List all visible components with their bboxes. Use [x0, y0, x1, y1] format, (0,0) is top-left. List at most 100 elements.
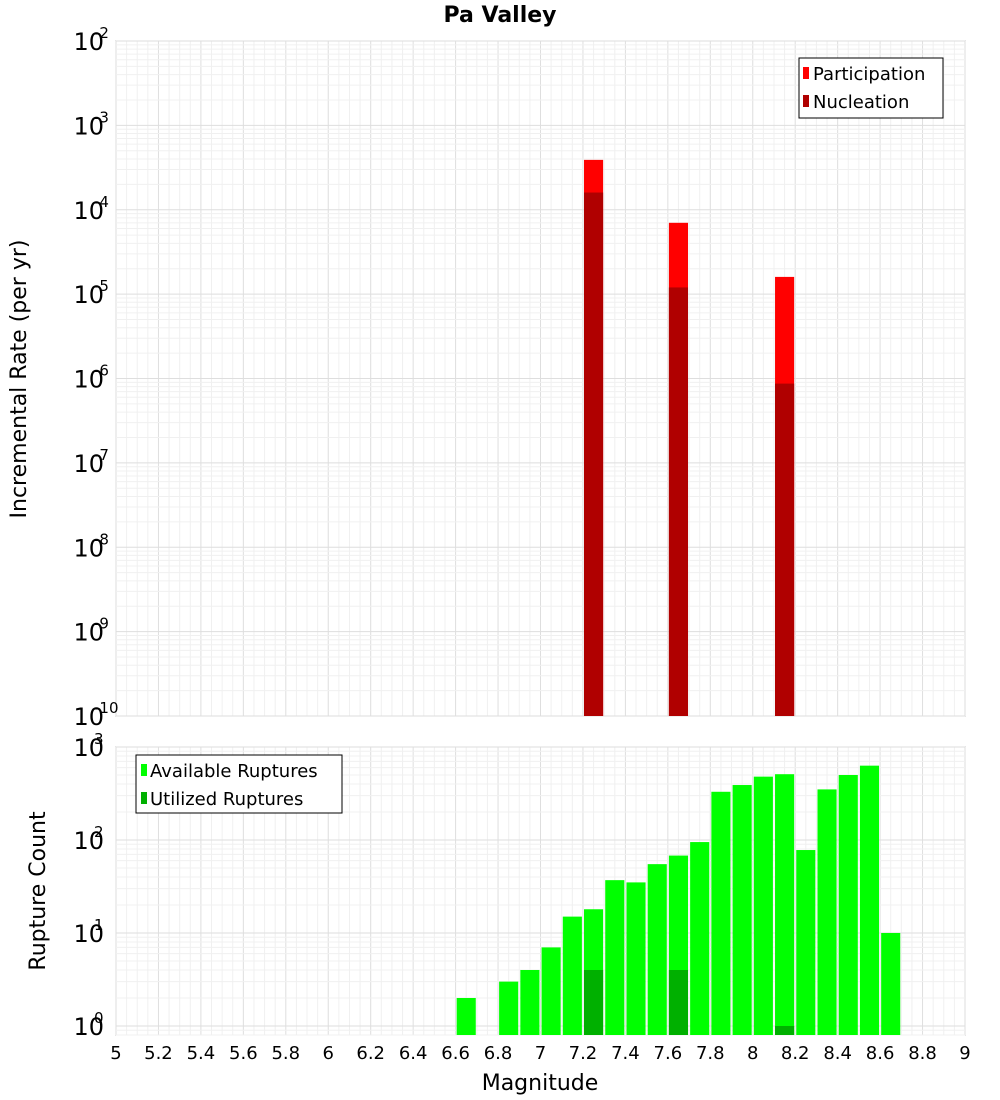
- count-bar-a: [456, 997, 476, 1035]
- top-y-axis-label: Incremental Rate (per yr): [7, 240, 32, 519]
- count-bar-a: [520, 969, 540, 1035]
- count-bar-a: [499, 981, 519, 1035]
- x-tick-label: 5.4: [187, 1043, 216, 1064]
- top-legend: Participation Nucleation: [798, 57, 944, 119]
- x-tick-label: 8: [747, 1043, 758, 1064]
- rate-y-tick: 10-5: [73, 277, 109, 309]
- bottom-y-axis-label: Rupture Count: [26, 811, 51, 971]
- rate-y-tick-exponent: -6: [94, 362, 109, 380]
- rate-y-tick: 10-6: [73, 362, 109, 394]
- top-bars: [584, 159, 795, 717]
- count-y-tick: 100: [73, 1009, 104, 1041]
- count-bar-a: [775, 774, 795, 1035]
- count-y-tick-base: 10: [73, 1013, 104, 1041]
- count-bar-a: [626, 882, 646, 1035]
- x-tick-label: 8.6: [866, 1043, 895, 1064]
- x-tick-label: 5.2: [144, 1043, 173, 1064]
- rate-y-tick-base: 10: [73, 281, 104, 309]
- bottom-bars: [456, 765, 901, 1035]
- count-bar-a: [859, 765, 880, 1035]
- rate-y-tick-base: 10: [73, 534, 104, 562]
- top-grid: [115, 40, 966, 717]
- count-y-tick: 102: [73, 823, 104, 855]
- count-bar-a: [732, 785, 752, 1035]
- count-bar-a: [753, 776, 773, 1035]
- legend-label-utilized: Utilized Ruptures: [150, 789, 303, 810]
- legend-label-available: Available Ruptures: [150, 761, 318, 782]
- count-y-tick: 101: [73, 916, 104, 948]
- rate-y-tick: 10-8: [73, 530, 109, 562]
- count-y-tick-base: 10: [73, 734, 104, 762]
- count-bar-a: [881, 932, 901, 1035]
- count-y-tick: 103: [73, 730, 104, 762]
- legend-label-participation: Participation: [813, 64, 925, 85]
- rate-y-tick-base: 10: [73, 112, 104, 140]
- rate-y-tick-base: 10: [73, 366, 104, 394]
- legend-label-nucleation: Nucleation: [813, 92, 909, 113]
- bottom-legend-box: [135, 754, 343, 814]
- rate-y-tick-base: 10: [73, 28, 104, 56]
- count-y-tick-exponent: 1: [94, 916, 104, 934]
- count-bar-a: [562, 916, 582, 1035]
- x-axis-label: Magnitude: [482, 1071, 599, 1096]
- count-bar-a: [796, 850, 816, 1035]
- legend-swatch-available: [141, 764, 147, 776]
- x-tick-label: 8.4: [823, 1043, 852, 1064]
- count-bar-a: [605, 880, 625, 1035]
- count-y-tick-exponent: 2: [94, 823, 104, 841]
- count-bar-a: [817, 789, 837, 1035]
- count-y-tick-exponent: 0: [94, 1009, 104, 1027]
- x-tick-label: 9: [959, 1043, 970, 1064]
- count-bar-b: [668, 969, 689, 1035]
- bottom-legend: Available Ruptures Utilized Ruptures: [135, 754, 343, 814]
- top-legend-box: [798, 57, 944, 119]
- legend-swatch-participation: [803, 67, 809, 79]
- count-y-tick-exponent: 3: [94, 730, 104, 748]
- count-bar-b: [584, 969, 604, 1035]
- x-tick-label: 7.2: [569, 1043, 598, 1064]
- rate-bar-b: [775, 383, 795, 716]
- legend-swatch-utilized: [141, 792, 147, 804]
- rate-y-tick-exponent: -7: [94, 446, 109, 464]
- rate-bar-b: [584, 192, 604, 717]
- x-tick-label: 6.6: [441, 1043, 470, 1064]
- count-bar-a: [711, 791, 731, 1035]
- rate-y-tick: 10-3: [73, 108, 109, 140]
- rate-y-tick: 10-4: [73, 193, 109, 225]
- rate-y-tick-exponent: -4: [94, 193, 109, 211]
- rate-y-tick: 10-10: [73, 699, 118, 731]
- rate-y-tick-exponent: -3: [94, 108, 109, 126]
- count-bar-a: [838, 774, 858, 1035]
- x-tick-label: 8.2: [781, 1043, 810, 1064]
- rate-y-tick-exponent: -8: [94, 530, 109, 548]
- rate-y-tick-exponent: -9: [94, 615, 109, 633]
- x-tick-label: 7.6: [654, 1043, 683, 1064]
- x-tick-label: 6.4: [399, 1043, 428, 1064]
- rate-y-tick-base: 10: [73, 197, 104, 225]
- count-bar-b: [775, 1025, 795, 1035]
- rate-y-tick: 10-2: [73, 24, 109, 56]
- x-tick-label: 8.8: [908, 1043, 937, 1064]
- rate-y-tick-base: 10: [73, 619, 104, 647]
- count-bar-a: [690, 842, 710, 1035]
- x-tick-label: 7.4: [611, 1043, 640, 1064]
- rate-y-tick-base: 10: [73, 450, 104, 478]
- legend-swatch-nucleation: [803, 95, 809, 107]
- count-y-tick-base: 10: [73, 920, 104, 948]
- rate-y-tick-base: 10: [73, 703, 104, 731]
- x-tick-label: 7.8: [696, 1043, 725, 1064]
- rate-y-tick: 10-9: [73, 615, 109, 647]
- count-y-tick-base: 10: [73, 827, 104, 855]
- rate-y-tick: 10-7: [73, 446, 109, 478]
- rate-y-tick-exponent: -10: [94, 699, 119, 717]
- x-axis-ticks: 5 5.2 5.4 5.6 5.8 6 6.2 6.4 6.6 6.8 7 7.2 7.4 7.6 7.8 8…: [110, 1043, 970, 1064]
- x-tick-label: 7: [535, 1043, 546, 1064]
- count-bar-a: [647, 864, 667, 1035]
- x-tick-label: 5.8: [271, 1043, 300, 1064]
- x-tick-label: 5: [110, 1043, 121, 1064]
